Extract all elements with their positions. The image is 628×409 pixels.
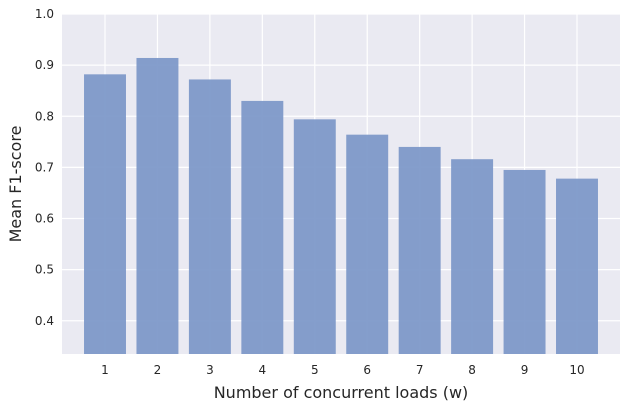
bar-7 <box>398 146 441 354</box>
x-tick-label: 1 <box>101 363 109 377</box>
bar-2 <box>136 57 179 355</box>
y-tick-label: 0.6 <box>35 212 54 226</box>
bar-4 <box>241 100 284 354</box>
y-tick-labels: 0.4 0.5 0.6 0.7 0.8 0.9 1.0 <box>35 7 54 328</box>
y-tick-label: 1.0 <box>35 7 54 21</box>
bar-5 <box>293 119 336 355</box>
y-tick-label: 0.5 <box>35 263 54 277</box>
x-tick-label: 4 <box>259 363 267 377</box>
y-axis-label: Mean F1-score <box>6 126 25 243</box>
bars <box>84 57 598 355</box>
x-tick-label: 8 <box>468 363 476 377</box>
x-tick-label: 7 <box>416 363 424 377</box>
x-tick-label: 5 <box>311 363 319 377</box>
x-tick-label: 10 <box>569 363 584 377</box>
x-tick-label: 9 <box>521 363 529 377</box>
bar-8 <box>451 159 494 354</box>
y-tick-label: 0.9 <box>35 58 54 72</box>
y-tick-label: 0.8 <box>35 109 54 123</box>
y-tick-label: 0.4 <box>35 314 54 328</box>
x-tick-label: 6 <box>363 363 371 377</box>
x-axis-label: Number of concurrent loads (w) <box>214 383 469 402</box>
x-tick-labels: 1 2 3 4 5 6 7 8 9 10 <box>101 363 584 377</box>
bar-3 <box>188 79 231 355</box>
bar-10 <box>556 178 598 354</box>
bar-9 <box>503 169 546 354</box>
bar-6 <box>346 134 389 354</box>
x-tick-label: 2 <box>154 363 162 377</box>
x-tick-label: 3 <box>206 363 214 377</box>
bar-1 <box>84 74 126 355</box>
y-tick-label: 0.7 <box>35 160 54 174</box>
